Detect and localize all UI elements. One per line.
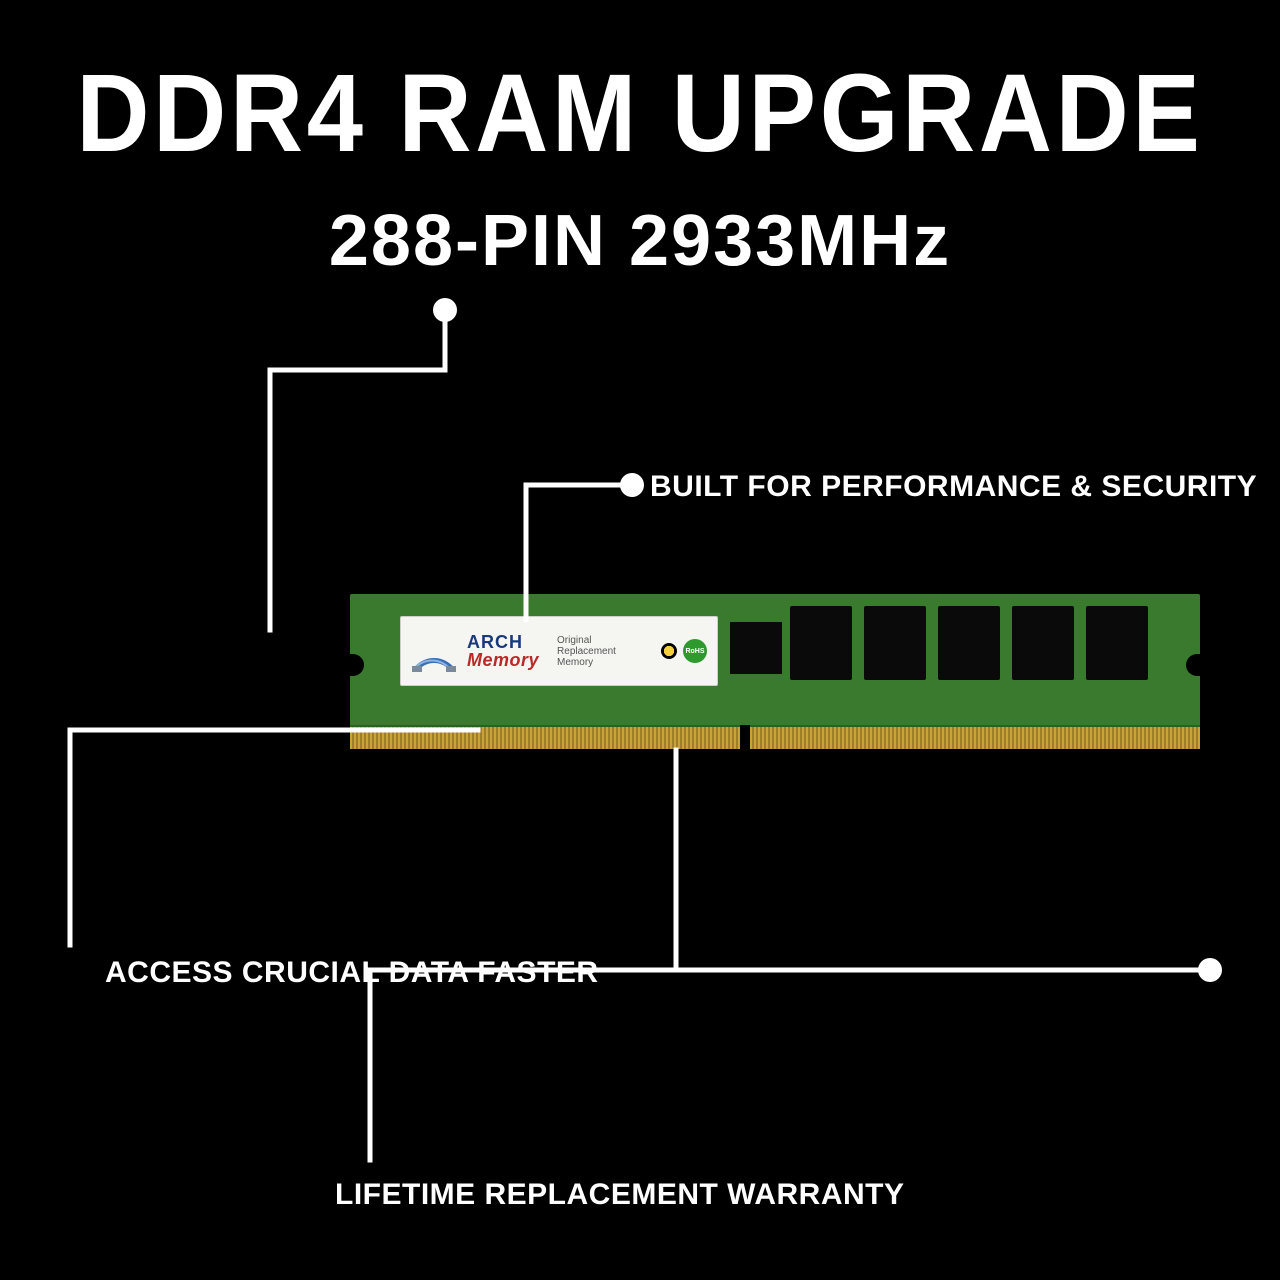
ram-controller-chip — [730, 622, 782, 674]
connector-dot — [1198, 958, 1222, 982]
brand-line1: ARCH — [467, 633, 539, 651]
rohs-icon: RoHS — [683, 639, 707, 663]
ram-notch-right — [1186, 654, 1204, 676]
cert-mark-icon — [661, 643, 677, 659]
ram-chip — [864, 606, 926, 680]
label-subtext: Original Replacement Memory — [549, 635, 651, 668]
callout-warranty: LIFETIME REPLACEMENT WARRANTY — [335, 1178, 905, 1212]
connector-dot — [620, 473, 644, 497]
main-title: DDR4 RAM UPGRADE — [51, 50, 1229, 177]
ram-chip — [1086, 606, 1148, 680]
rohs-badges: RoHS — [661, 639, 707, 663]
ram-module: ARCH Memory Original Replacement Memory … — [350, 594, 1200, 749]
ram-chips — [790, 606, 1148, 680]
connector-line — [270, 310, 445, 630]
connector-line — [70, 730, 478, 945]
ram-chip — [790, 606, 852, 680]
callout-performance: BUILT FOR PERFORMANCE & SECURITY — [650, 470, 1257, 504]
ram-pins — [350, 725, 1200, 749]
ram-key-notch — [740, 725, 750, 749]
ram-chip — [1012, 606, 1074, 680]
arch-logo-icon — [411, 628, 457, 674]
brand-text: ARCH Memory — [467, 633, 539, 669]
subtitle: 288-PIN 2933MHz — [0, 200, 1280, 282]
connector-dot — [433, 298, 457, 322]
callout-access: ACCESS CRUCIAL DATA FASTER — [105, 956, 599, 990]
brand-line2: Memory — [467, 651, 539, 669]
connector-line — [676, 750, 1210, 970]
ram-chip — [938, 606, 1000, 680]
ram-label: ARCH Memory Original Replacement Memory … — [400, 616, 718, 686]
